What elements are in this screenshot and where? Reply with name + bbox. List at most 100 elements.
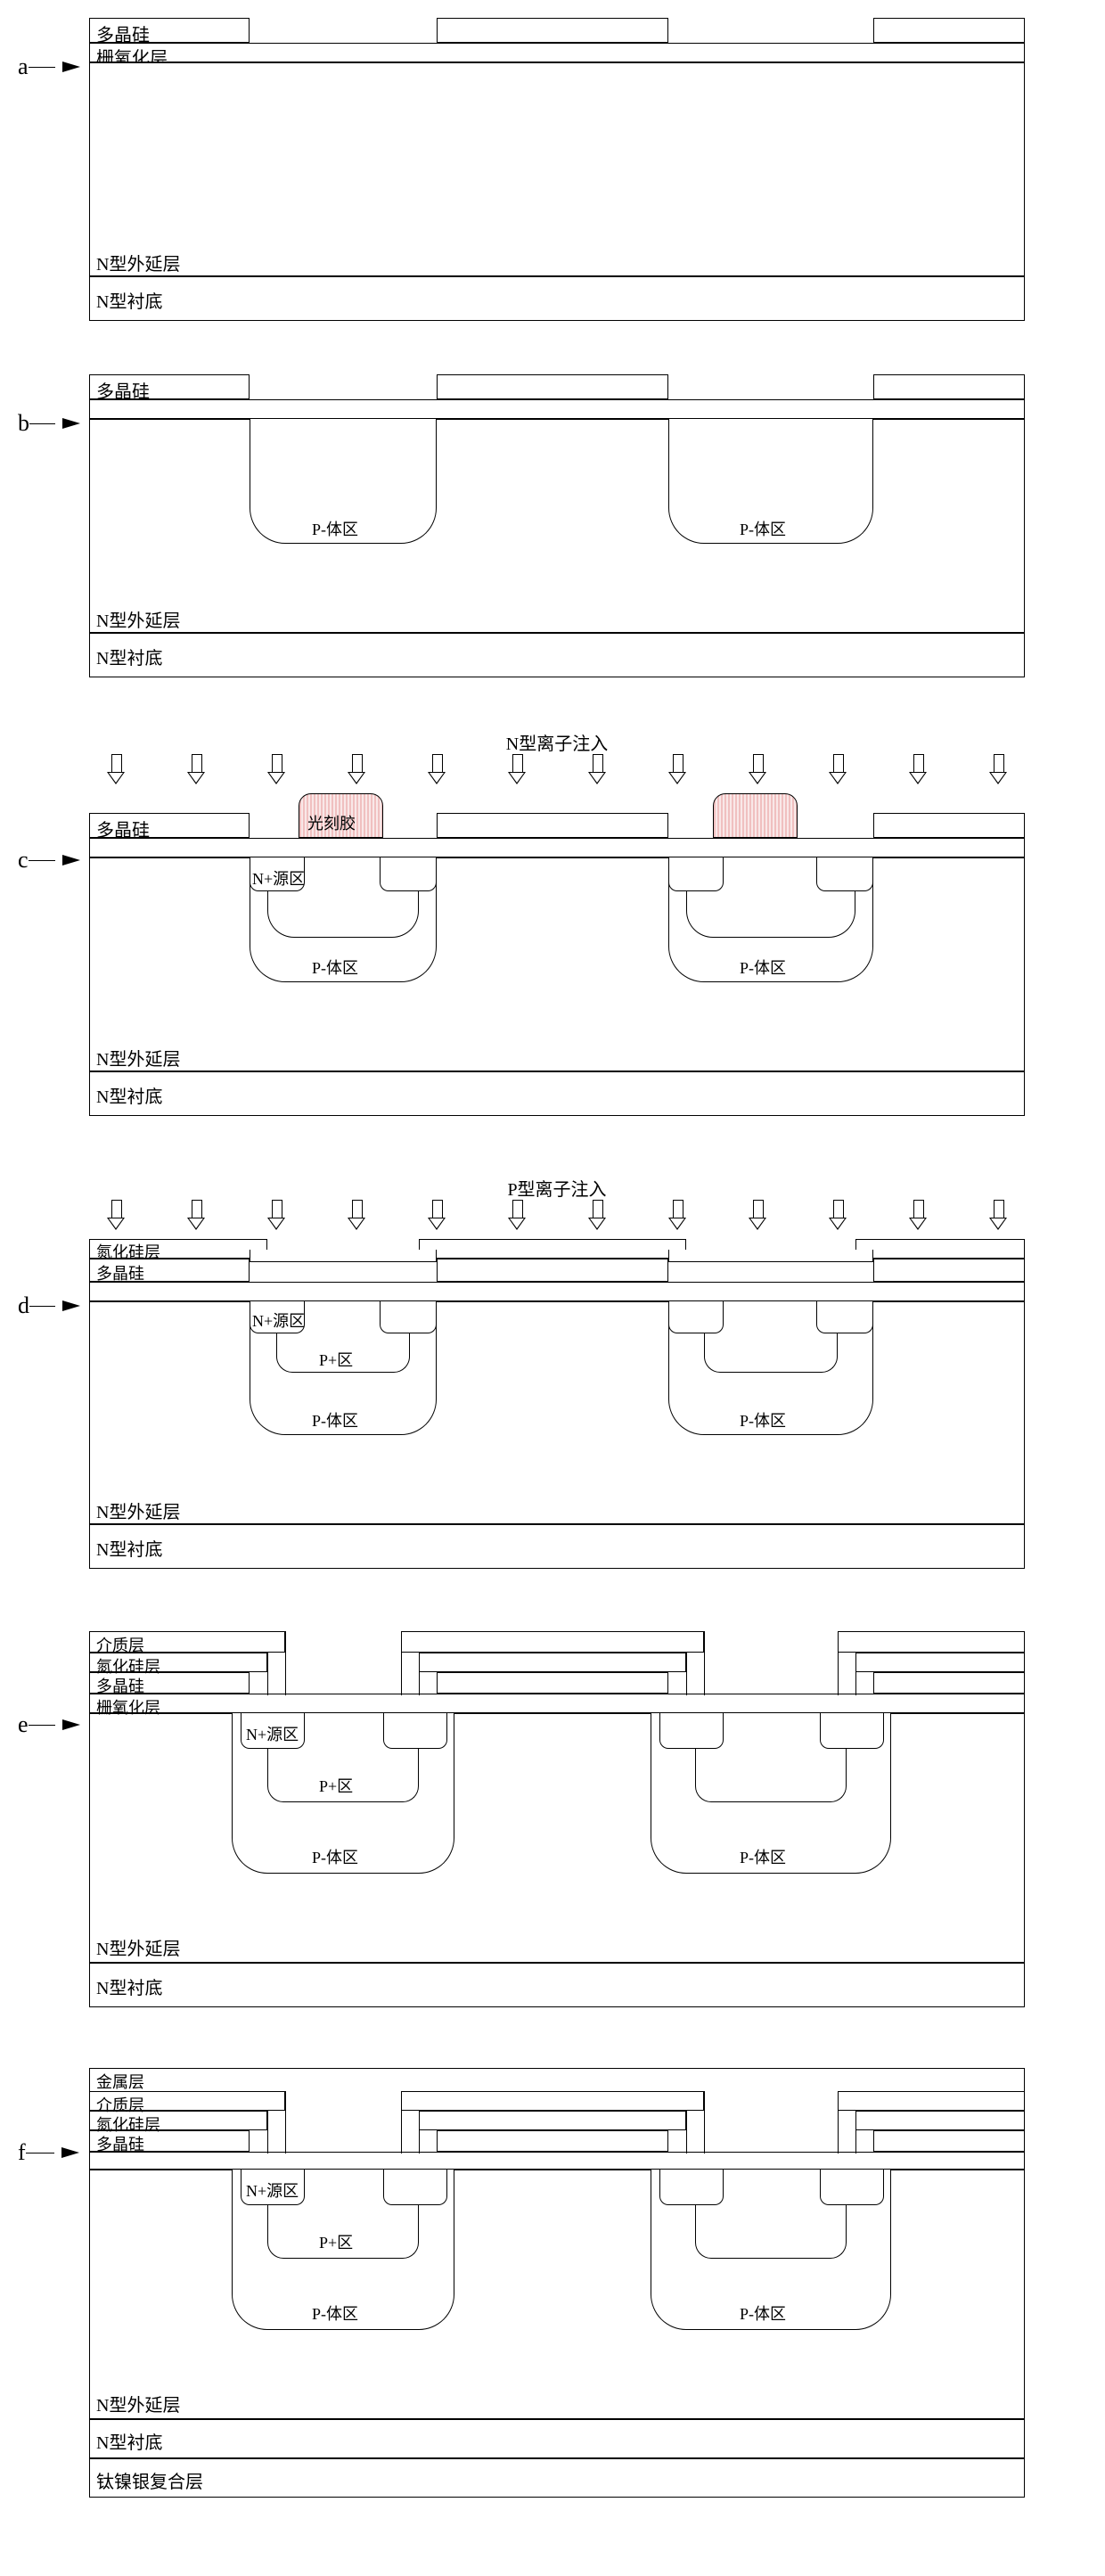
panel-a: a 多晶硅 栅氧化层 N型外延层 N型衬底 — [18, 18, 1087, 321]
dielectric — [401, 2091, 704, 2111]
pbody-label: P-体区 — [312, 1408, 358, 1432]
epi-layer — [89, 419, 1025, 633]
sub-label: N型衬底 — [96, 1535, 162, 1561]
back-metal — [89, 2458, 1025, 2498]
down-arrow-icon — [909, 754, 927, 784]
sub-label: N型衬底 — [96, 1082, 162, 1108]
nitride — [419, 2111, 686, 2130]
panel-c: c N型离子注入 光刻胶 多晶硅 — [18, 731, 1087, 1123]
metal — [89, 2068, 1025, 2091]
nplus-src — [383, 1713, 447, 1749]
nitride — [419, 1653, 686, 1672]
nplus-src — [380, 1301, 437, 1333]
nitride — [855, 1653, 1025, 1672]
poly-seg — [437, 18, 668, 43]
panel-e: e 介质层 氮化硅层 多晶硅 栅氧化层 — [18, 1631, 1087, 2014]
gateox-label: 栅氧化层 — [96, 1695, 160, 1719]
down-arrow-icon — [508, 1200, 526, 1230]
panel-c-diagram: N型离子注入 光刻胶 多晶硅 — [89, 731, 1025, 1123]
n-implant-arrows — [107, 754, 1007, 784]
nplus-src — [659, 2170, 724, 2205]
down-arrow-icon — [668, 1200, 686, 1230]
down-arrow-icon — [348, 1200, 365, 1230]
substrate — [89, 633, 1025, 677]
pplus-label: P+区 — [319, 1348, 353, 1371]
dielectric — [838, 2091, 1025, 2111]
poly-seg — [437, 813, 668, 838]
nitride-gap — [668, 1250, 873, 1262]
poly-seg — [437, 374, 668, 399]
nitride-layer — [855, 1239, 1025, 1259]
nplus-src — [816, 1301, 873, 1333]
dielectric-label: 介质层 — [96, 1633, 144, 1656]
pbody-label: P-体区 — [740, 1845, 786, 1868]
backmetal-label: 钛镍银复合层 — [96, 2467, 203, 2493]
panel-c-label: c — [18, 847, 80, 874]
nplus-src — [820, 1713, 884, 1749]
gate-oxide — [89, 1282, 1025, 1301]
sub-label: N型衬底 — [96, 287, 162, 313]
down-arrow-icon — [909, 1200, 927, 1230]
substrate — [89, 1524, 1025, 1569]
gate-oxide — [89, 399, 1025, 419]
nplus-src — [668, 1301, 724, 1333]
p-implant-label: P型离子注入 — [507, 1175, 606, 1201]
n-implant-label: N型离子注入 — [506, 729, 608, 755]
panel-a-diagram: 多晶硅 栅氧化层 N型外延层 N型衬底 — [89, 18, 1025, 321]
panel-e-label: e — [18, 1711, 80, 1738]
nitride-gap — [250, 1250, 437, 1262]
poly-seg — [873, 1259, 1025, 1282]
pplus-label: P+区 — [319, 1774, 353, 1797]
substrate — [89, 1071, 1025, 1116]
poly-label: 多晶硅 — [96, 2132, 144, 2155]
poly-seg — [873, 2130, 1025, 2152]
panel-b-diagram: 多晶硅 P-体区 P-体区 N型外延层 N型衬底 — [89, 374, 1025, 677]
poly-seg — [437, 1672, 668, 1694]
epi-label: N型外延层 — [96, 606, 180, 632]
down-arrow-icon — [508, 754, 526, 784]
epi-label: N型外延层 — [96, 1934, 180, 1960]
panel-d-diagram: P型离子注入 氮化硅层 多晶硅 — [89, 1177, 1025, 1578]
epi-layer — [89, 1301, 1025, 1524]
down-arrow-icon — [187, 754, 205, 784]
nplus-src — [383, 2170, 447, 2205]
sub-label: N型衬底 — [96, 644, 162, 669]
panel-f-diagram: 金属层 介质层 氮化硅层 多晶硅 N+源区 — [89, 2068, 1025, 2505]
epi-label: N型外延层 — [96, 1497, 180, 1523]
poly-seg — [437, 2130, 668, 2152]
substrate — [89, 2419, 1025, 2458]
panel-a-label: a — [18, 53, 80, 80]
gate-oxide — [89, 43, 1025, 62]
down-arrow-icon — [749, 1200, 766, 1230]
down-arrow-icon — [348, 754, 365, 784]
down-arrow-icon — [428, 754, 446, 784]
nitride-label: 氮化硅层 — [96, 1240, 160, 1263]
down-arrow-icon — [267, 1200, 285, 1230]
epi-label: N型外延层 — [96, 2391, 180, 2416]
panel-d-label: d — [18, 1292, 80, 1319]
down-arrow-icon — [749, 754, 766, 784]
down-arrow-icon — [107, 1200, 125, 1230]
panel-d: d P型离子注入 氮化硅层 多晶硅 — [18, 1177, 1087, 1578]
panel-b-label: b — [18, 410, 80, 437]
pbody-label: P-体区 — [312, 517, 358, 540]
nsrc-label: N+源区 — [246, 1722, 299, 1745]
metal-label: 金属层 — [96, 2070, 144, 2093]
down-arrow-icon — [668, 754, 686, 784]
poly-label: 多晶硅 — [96, 1674, 144, 1697]
down-arrow-icon — [107, 754, 125, 784]
panel-e-diagram: 介质层 氮化硅层 多晶硅 栅氧化层 N+源区 P+区 P-体区 — [89, 1631, 1025, 2014]
poly-seg — [437, 1259, 668, 1282]
pbody-label: P-体区 — [312, 2301, 358, 2325]
pbody-label: P-体区 — [312, 956, 358, 979]
pbody-label: P-体区 — [740, 956, 786, 979]
p-implant-arrows — [107, 1200, 1007, 1230]
pbody-label: P-体区 — [740, 2301, 786, 2325]
substrate — [89, 1963, 1025, 2007]
down-arrow-icon — [829, 1200, 847, 1230]
pbody-label: P-体区 — [312, 1845, 358, 1868]
photoresist — [713, 793, 798, 838]
nplus-src — [668, 857, 724, 891]
panel-b: b 多晶硅 P-体区 P-体区 N型外延层 N型衬底 — [18, 374, 1087, 677]
nitride-layer — [419, 1239, 686, 1259]
